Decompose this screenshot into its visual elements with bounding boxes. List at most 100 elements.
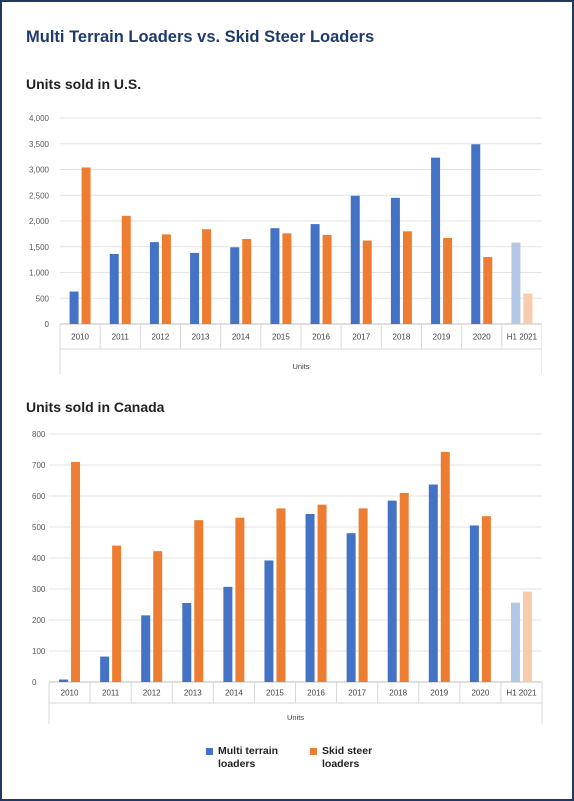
bar-multi-terrain <box>182 602 192 682</box>
bar-skid-steer <box>282 233 292 324</box>
x-tick-label: 2010 <box>61 689 79 698</box>
x-tick-label: 2018 <box>393 333 411 342</box>
y-tick-label: 500 <box>32 523 46 532</box>
bar-skid-steer <box>483 257 493 324</box>
bar-multi-terrain <box>471 144 481 324</box>
bar-multi-terrain <box>310 224 320 324</box>
x-tick-label: H1 2021 <box>507 333 538 342</box>
bar-multi-terrain <box>230 247 240 324</box>
bar-multi-terrain <box>346 533 356 682</box>
y-tick-label: 400 <box>32 554 46 563</box>
y-tick-label: 500 <box>36 294 50 303</box>
legend-item-ssl: Skid steer loaders <box>310 745 390 771</box>
x-tick-label: 2017 <box>352 333 370 342</box>
bar-multi-terrain <box>264 560 274 682</box>
x-axis-title: Units <box>287 713 304 722</box>
bar-multi-terrain <box>469 525 479 682</box>
bar-multi-terrain <box>59 679 69 682</box>
y-tick-label: 0 <box>45 320 50 329</box>
bar-skid-steer <box>153 551 163 682</box>
bar-multi-terrain <box>100 656 110 682</box>
x-axis-title: Units <box>292 362 309 371</box>
bar-skid-steer <box>317 504 327 682</box>
x-tick-label: 2012 <box>143 689 161 698</box>
bar-multi-terrain <box>431 157 441 324</box>
x-tick-label: 2015 <box>266 689 284 698</box>
bar-multi-terrain <box>109 253 119 324</box>
bar-multi-terrain <box>305 513 315 682</box>
y-tick-label: 3,500 <box>29 140 50 149</box>
bar-skid-steer <box>443 237 453 324</box>
x-tick-label: 2018 <box>389 689 407 698</box>
bar-skid-steer <box>235 517 245 682</box>
bar-multi-terrain <box>69 291 79 324</box>
bar-skid-steer <box>81 167 91 324</box>
us-chart-title: Units sold in U.S. <box>26 76 142 92</box>
y-tick-label: 0 <box>32 678 37 687</box>
legend-swatch-mtl <box>206 748 213 755</box>
legend-item-mtl: Multi terrain loaders <box>206 745 286 771</box>
bar-skid-steer <box>358 508 368 682</box>
y-tick-label: 2,500 <box>29 191 50 200</box>
bar-skid-steer <box>276 508 286 682</box>
x-tick-label: 2012 <box>152 333 170 342</box>
canada-units-chart: 0 100 200 300 400 500 600 700 800 2010 2011 2012 201… <box>32 430 543 724</box>
bar-multi-terrain <box>428 484 438 682</box>
legend-label-mtl: Multi terrain loaders <box>218 745 279 770</box>
x-tick-label: 2020 <box>471 689 489 698</box>
bar-multi-terrain <box>141 615 151 682</box>
y-tick-label: 100 <box>32 647 46 656</box>
bar-multi-terrain <box>390 197 400 324</box>
y-tick-label: 1,000 <box>29 269 50 278</box>
chart-legend: Multi terrain loaders Skid steer loaders <box>206 745 390 771</box>
bar-skid-steer <box>362 240 372 324</box>
y-tick-label: 700 <box>32 461 46 470</box>
y-tick-label: 600 <box>32 492 46 501</box>
bar-multi-terrain <box>350 195 360 324</box>
bar-skid-steer <box>71 461 81 682</box>
y-tick-label: 300 <box>32 585 46 594</box>
bar-skid-steer <box>194 520 204 682</box>
main-title: Multi Terrain Loaders vs. Skid Steer Loa… <box>26 28 375 46</box>
y-tick-label: 4,000 <box>29 114 50 123</box>
bar-skid-steer <box>399 492 409 682</box>
bar-multi-terrain <box>270 228 280 324</box>
x-tick-label: 2020 <box>473 333 491 342</box>
us-units-chart: 0 500 1,000 1,500 2,000 2,500 3,000 3,500 4,000 2… <box>29 114 542 374</box>
x-tick-label: 2011 <box>102 689 120 698</box>
bar-multi-terrain <box>510 602 520 682</box>
x-tick-label: 2011 <box>112 333 130 342</box>
y-tick-label: 1,500 <box>29 243 50 252</box>
legend-swatch-ssl <box>310 748 317 755</box>
bar-multi-terrain <box>223 586 233 682</box>
bar-skid-steer <box>161 234 171 324</box>
x-tick-label: 2019 <box>433 333 451 342</box>
y-tick-label: 2,000 <box>29 217 50 226</box>
bar-skid-steer <box>440 451 450 682</box>
bar-skid-steer <box>242 239 252 324</box>
bar-skid-steer <box>522 591 532 682</box>
x-tick-label: 2017 <box>348 689 366 698</box>
bar-multi-terrain <box>149 242 159 324</box>
bar-skid-steer <box>481 516 491 682</box>
y-tick-label: 200 <box>32 616 46 625</box>
bar-skid-steer <box>322 234 332 324</box>
x-tick-label: 2016 <box>312 333 330 342</box>
x-tick-label: 2014 <box>225 689 243 698</box>
bar-multi-terrain <box>387 500 397 682</box>
bar-multi-terrain <box>190 252 200 324</box>
bar-skid-steer <box>523 293 533 324</box>
bar-skid-steer <box>402 231 412 324</box>
bar-skid-steer <box>202 229 212 324</box>
x-tick-label: 2016 <box>307 689 325 698</box>
x-tick-label: 2013 <box>192 333 210 342</box>
legend-label-ssl: Skid steer loaders <box>322 745 373 770</box>
x-tick-label: 2014 <box>232 333 250 342</box>
x-tick-label: 2019 <box>430 689 448 698</box>
y-tick-label: 800 <box>32 430 46 439</box>
bar-multi-terrain <box>511 242 521 324</box>
x-tick-label: 2013 <box>184 689 202 698</box>
bar-skid-steer <box>112 545 122 682</box>
canada-chart-title: Units sold in Canada <box>26 399 165 415</box>
